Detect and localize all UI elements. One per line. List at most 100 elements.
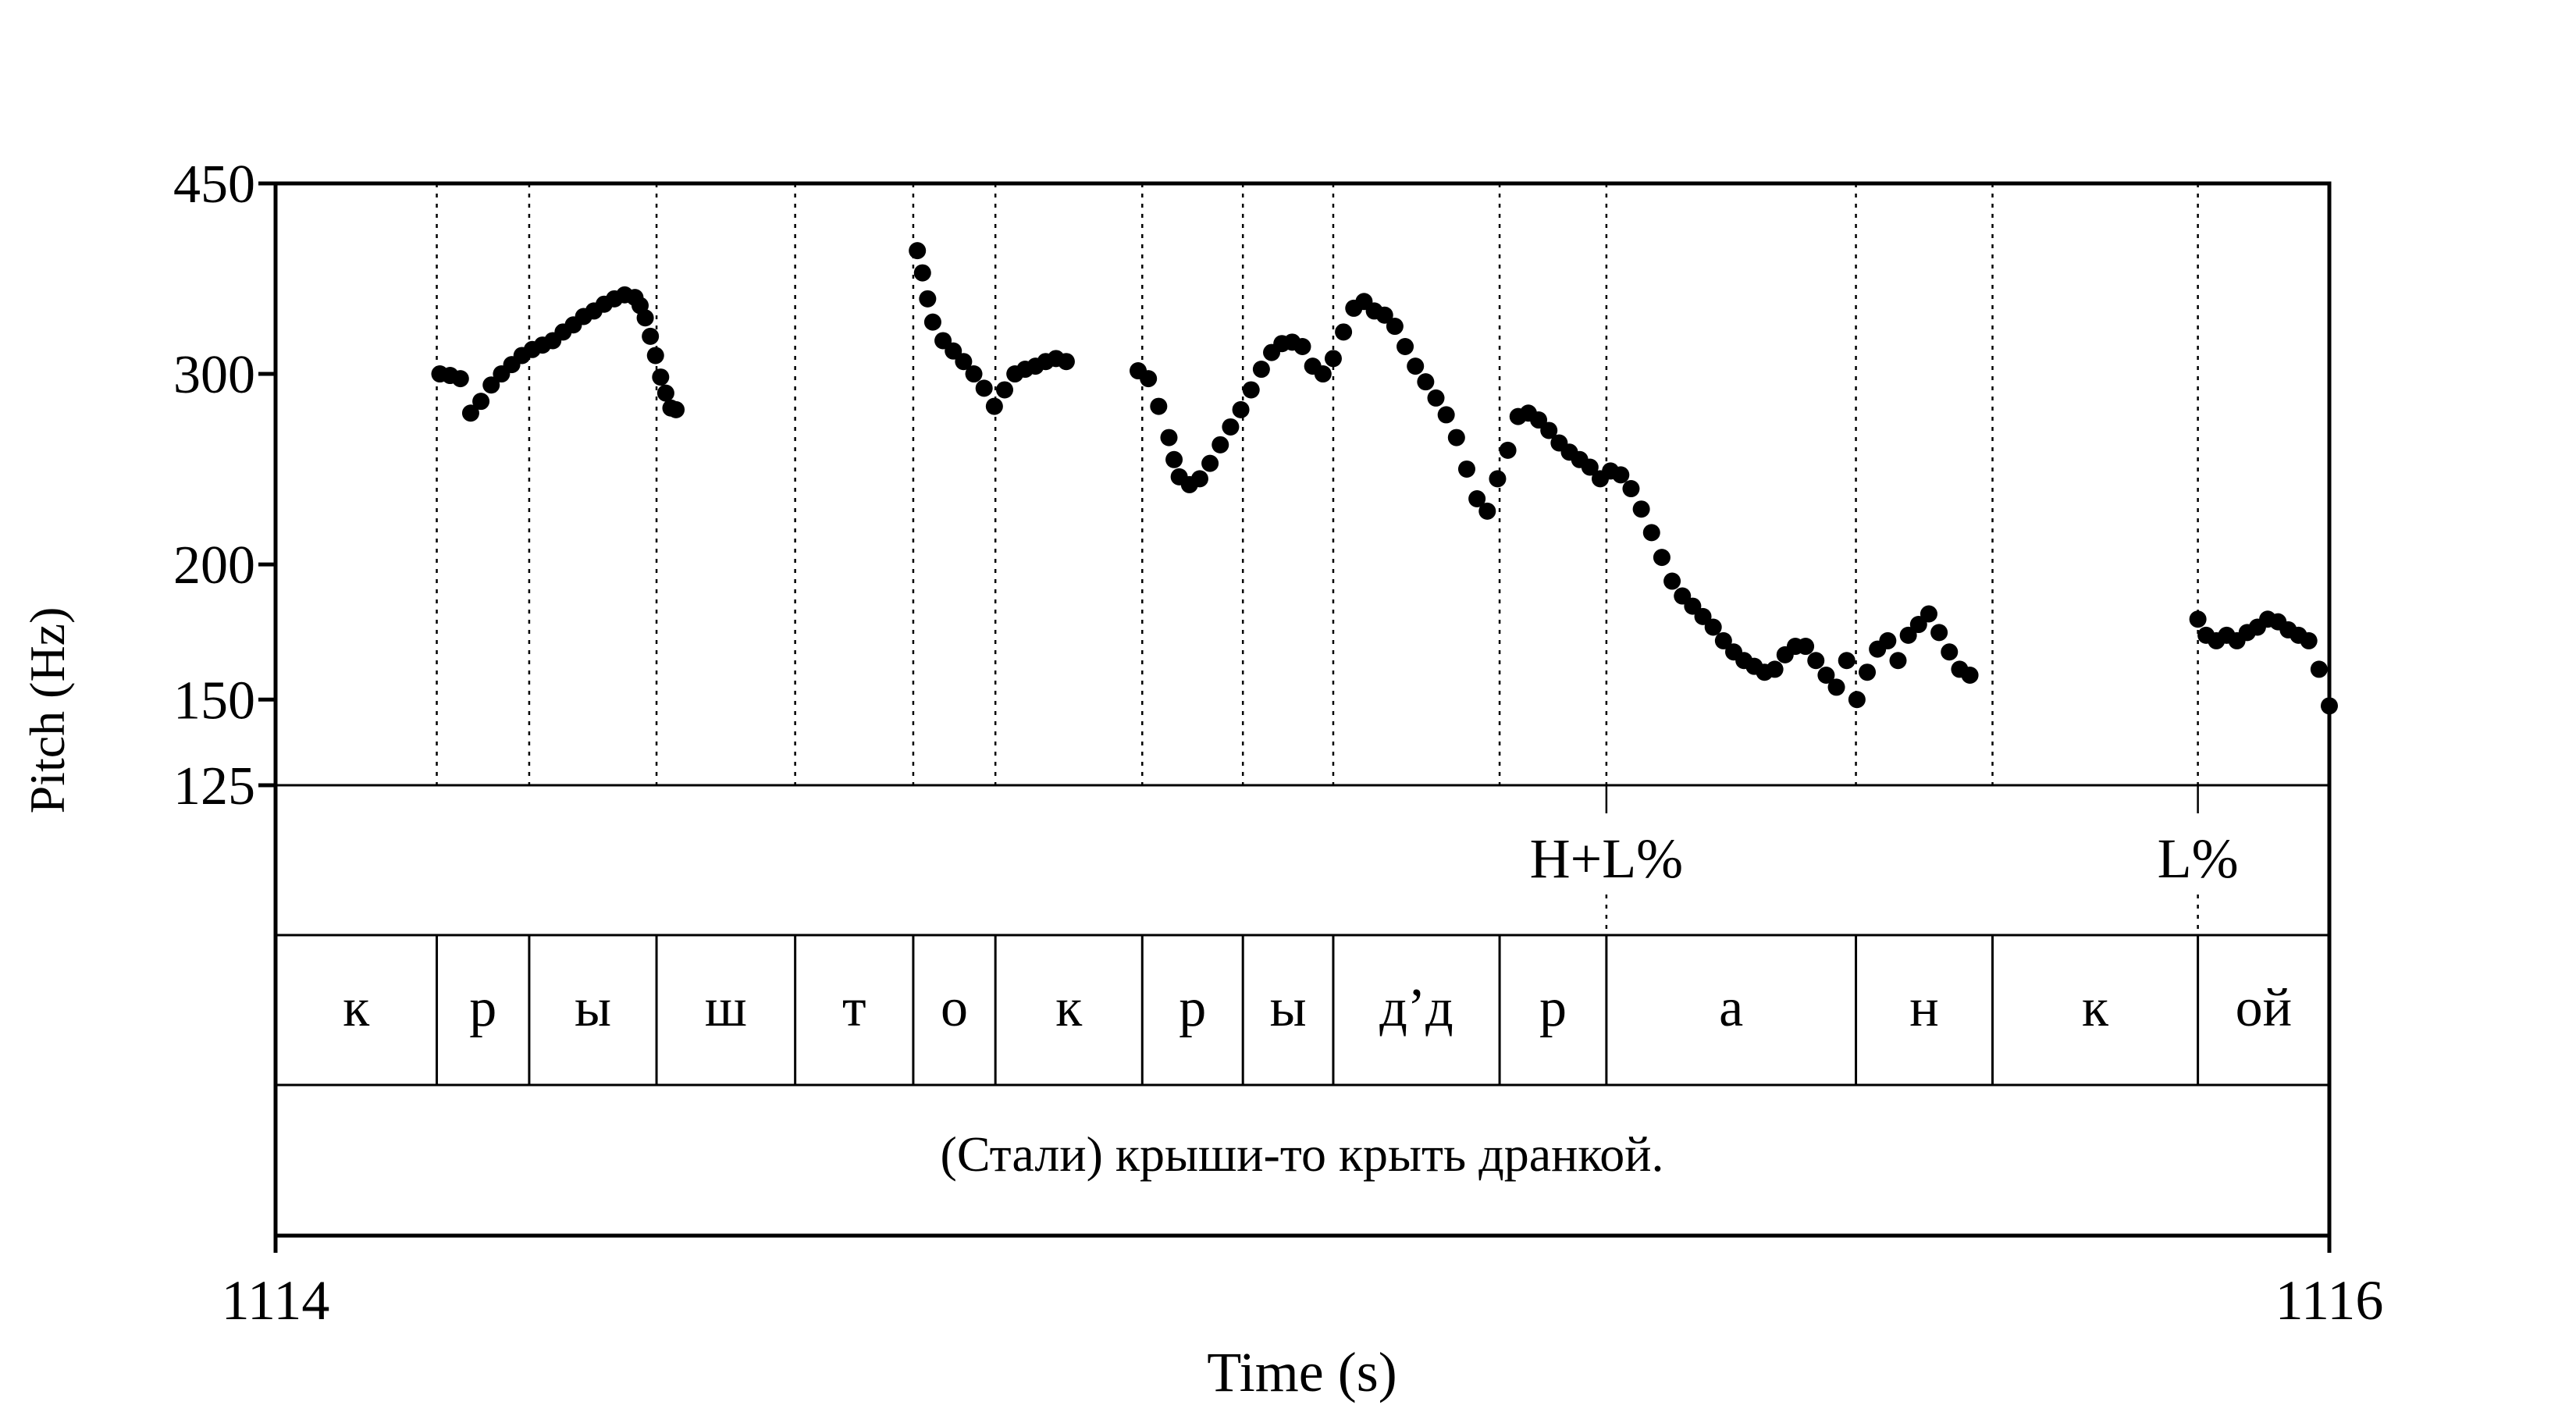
pitch-point bbox=[1447, 429, 1465, 446]
pitch-point bbox=[1190, 470, 1208, 488]
pitch-point bbox=[1165, 450, 1183, 468]
segment-label: ой bbox=[2236, 978, 2292, 1038]
pitch-point bbox=[1838, 652, 1856, 670]
pitch-point bbox=[1489, 470, 1507, 488]
pitch-point bbox=[1930, 624, 1948, 642]
y-tick-label: 300 bbox=[173, 345, 255, 405]
pitch-point bbox=[1663, 572, 1681, 590]
pitch-point bbox=[1407, 357, 1425, 375]
pitch-point bbox=[1375, 306, 1393, 324]
pitch-point bbox=[1457, 460, 1475, 478]
pitch-point bbox=[945, 342, 962, 360]
pitch-point bbox=[2300, 631, 2318, 649]
y-tick-label: 125 bbox=[173, 756, 255, 816]
pitch-point bbox=[1478, 502, 1496, 520]
pitch-point bbox=[2189, 610, 2207, 628]
pitch-point bbox=[913, 264, 931, 282]
pitch-point bbox=[1827, 678, 1845, 696]
pitch-point bbox=[1232, 400, 1250, 418]
pitch-point bbox=[1642, 524, 1660, 542]
pitch-point bbox=[919, 290, 937, 308]
pitch-point bbox=[1920, 605, 1937, 623]
pitch-point bbox=[1889, 652, 1907, 670]
segment-label: о bbox=[941, 978, 968, 1038]
segment-label: д’д bbox=[1379, 978, 1453, 1038]
pitch-point bbox=[1540, 422, 1558, 439]
pitch-point bbox=[1222, 418, 1240, 436]
segment-label: ы bbox=[1270, 978, 1307, 1038]
segment-label: к bbox=[1055, 978, 1083, 1038]
pitch-point bbox=[1612, 466, 1630, 484]
x-axis-label: Time (s) bbox=[1207, 1341, 1397, 1403]
y-axis-label: Pitch (Hz) bbox=[20, 607, 75, 814]
pitch-point bbox=[1252, 361, 1270, 379]
pitch-point bbox=[1961, 666, 1979, 684]
pitch-point bbox=[1499, 441, 1517, 459]
pitch-point bbox=[1427, 389, 1445, 407]
pitch-point bbox=[1909, 616, 1927, 634]
pitch-point bbox=[1386, 318, 1404, 336]
boundary-lines bbox=[436, 183, 2199, 785]
pitch-point bbox=[1941, 643, 1959, 661]
pitch-point bbox=[451, 370, 469, 388]
pitch-point bbox=[1807, 652, 1825, 670]
pitch-point bbox=[461, 404, 479, 422]
pitch-point bbox=[1293, 337, 1311, 355]
y-tick-label: 450 bbox=[173, 155, 255, 215]
segment-label: р bbox=[1179, 978, 1206, 1038]
pitch-point bbox=[1632, 500, 1650, 518]
x-tick-label: 1116 bbox=[2275, 1269, 2384, 1332]
pitch-point bbox=[1057, 353, 1075, 371]
pitch-point bbox=[1314, 365, 1332, 383]
y-axis: 450 300 200 150 125 bbox=[173, 155, 276, 816]
segment-label: ш bbox=[705, 978, 747, 1038]
pitch-point bbox=[1201, 454, 1219, 472]
segment-label: р bbox=[469, 978, 496, 1038]
segment-label: н bbox=[1909, 978, 1938, 1038]
pitch-point bbox=[1581, 458, 1599, 476]
pitch-point bbox=[1704, 618, 1722, 636]
segment-label: к bbox=[2082, 978, 2109, 1038]
pitch-point bbox=[965, 365, 983, 383]
pitch-point bbox=[482, 376, 500, 394]
x-axis: 1114 1116 bbox=[222, 1236, 2384, 1332]
pitch-point bbox=[1694, 607, 1712, 625]
pitch-point bbox=[646, 347, 664, 365]
pitch-point bbox=[1397, 337, 1414, 355]
pitch-point bbox=[985, 397, 1003, 415]
segment-label: к bbox=[343, 978, 370, 1038]
segment-label: ы bbox=[575, 978, 611, 1038]
segment-label: р bbox=[1539, 978, 1567, 1038]
pitch-point bbox=[1160, 429, 1178, 446]
pitch-point bbox=[975, 379, 993, 397]
pitch-point bbox=[1530, 411, 1548, 429]
pitch-point bbox=[472, 393, 490, 411]
pitch-point bbox=[1714, 631, 1732, 649]
plot-frame bbox=[273, 181, 2332, 1238]
pitch-point bbox=[1335, 323, 1353, 341]
tone-label: H+L% bbox=[1530, 827, 1684, 890]
sentence-label: (Стали) крыши-то крыть дранкой. bbox=[941, 1126, 1664, 1182]
pitch-point bbox=[667, 400, 685, 418]
pitch-point bbox=[2310, 660, 2328, 678]
tone-label: L% bbox=[2158, 827, 2239, 890]
pitch-point bbox=[1879, 631, 1897, 649]
pitch-point bbox=[1899, 626, 1917, 644]
segment-tier: к р ы ш т о к р ы д’д р а н к ой bbox=[343, 935, 2292, 1085]
pitch-point bbox=[1140, 370, 1158, 388]
pitch-point bbox=[996, 381, 1014, 399]
segment-label: т bbox=[842, 978, 866, 1038]
pitch-point bbox=[1417, 373, 1435, 391]
pitch-point bbox=[652, 368, 670, 386]
pitch-point bbox=[1766, 660, 1784, 678]
pitch-point bbox=[642, 327, 660, 345]
pitch-point bbox=[1150, 397, 1168, 415]
x-tick-label: 1114 bbox=[222, 1269, 330, 1332]
tone-tier: H+L% L% bbox=[1530, 785, 2239, 935]
pitch-points bbox=[431, 242, 2338, 715]
y-tick-label: 200 bbox=[173, 535, 255, 596]
pitch-point bbox=[923, 313, 941, 331]
pitch-point bbox=[1817, 666, 1835, 684]
pitch-point bbox=[1212, 436, 1229, 454]
